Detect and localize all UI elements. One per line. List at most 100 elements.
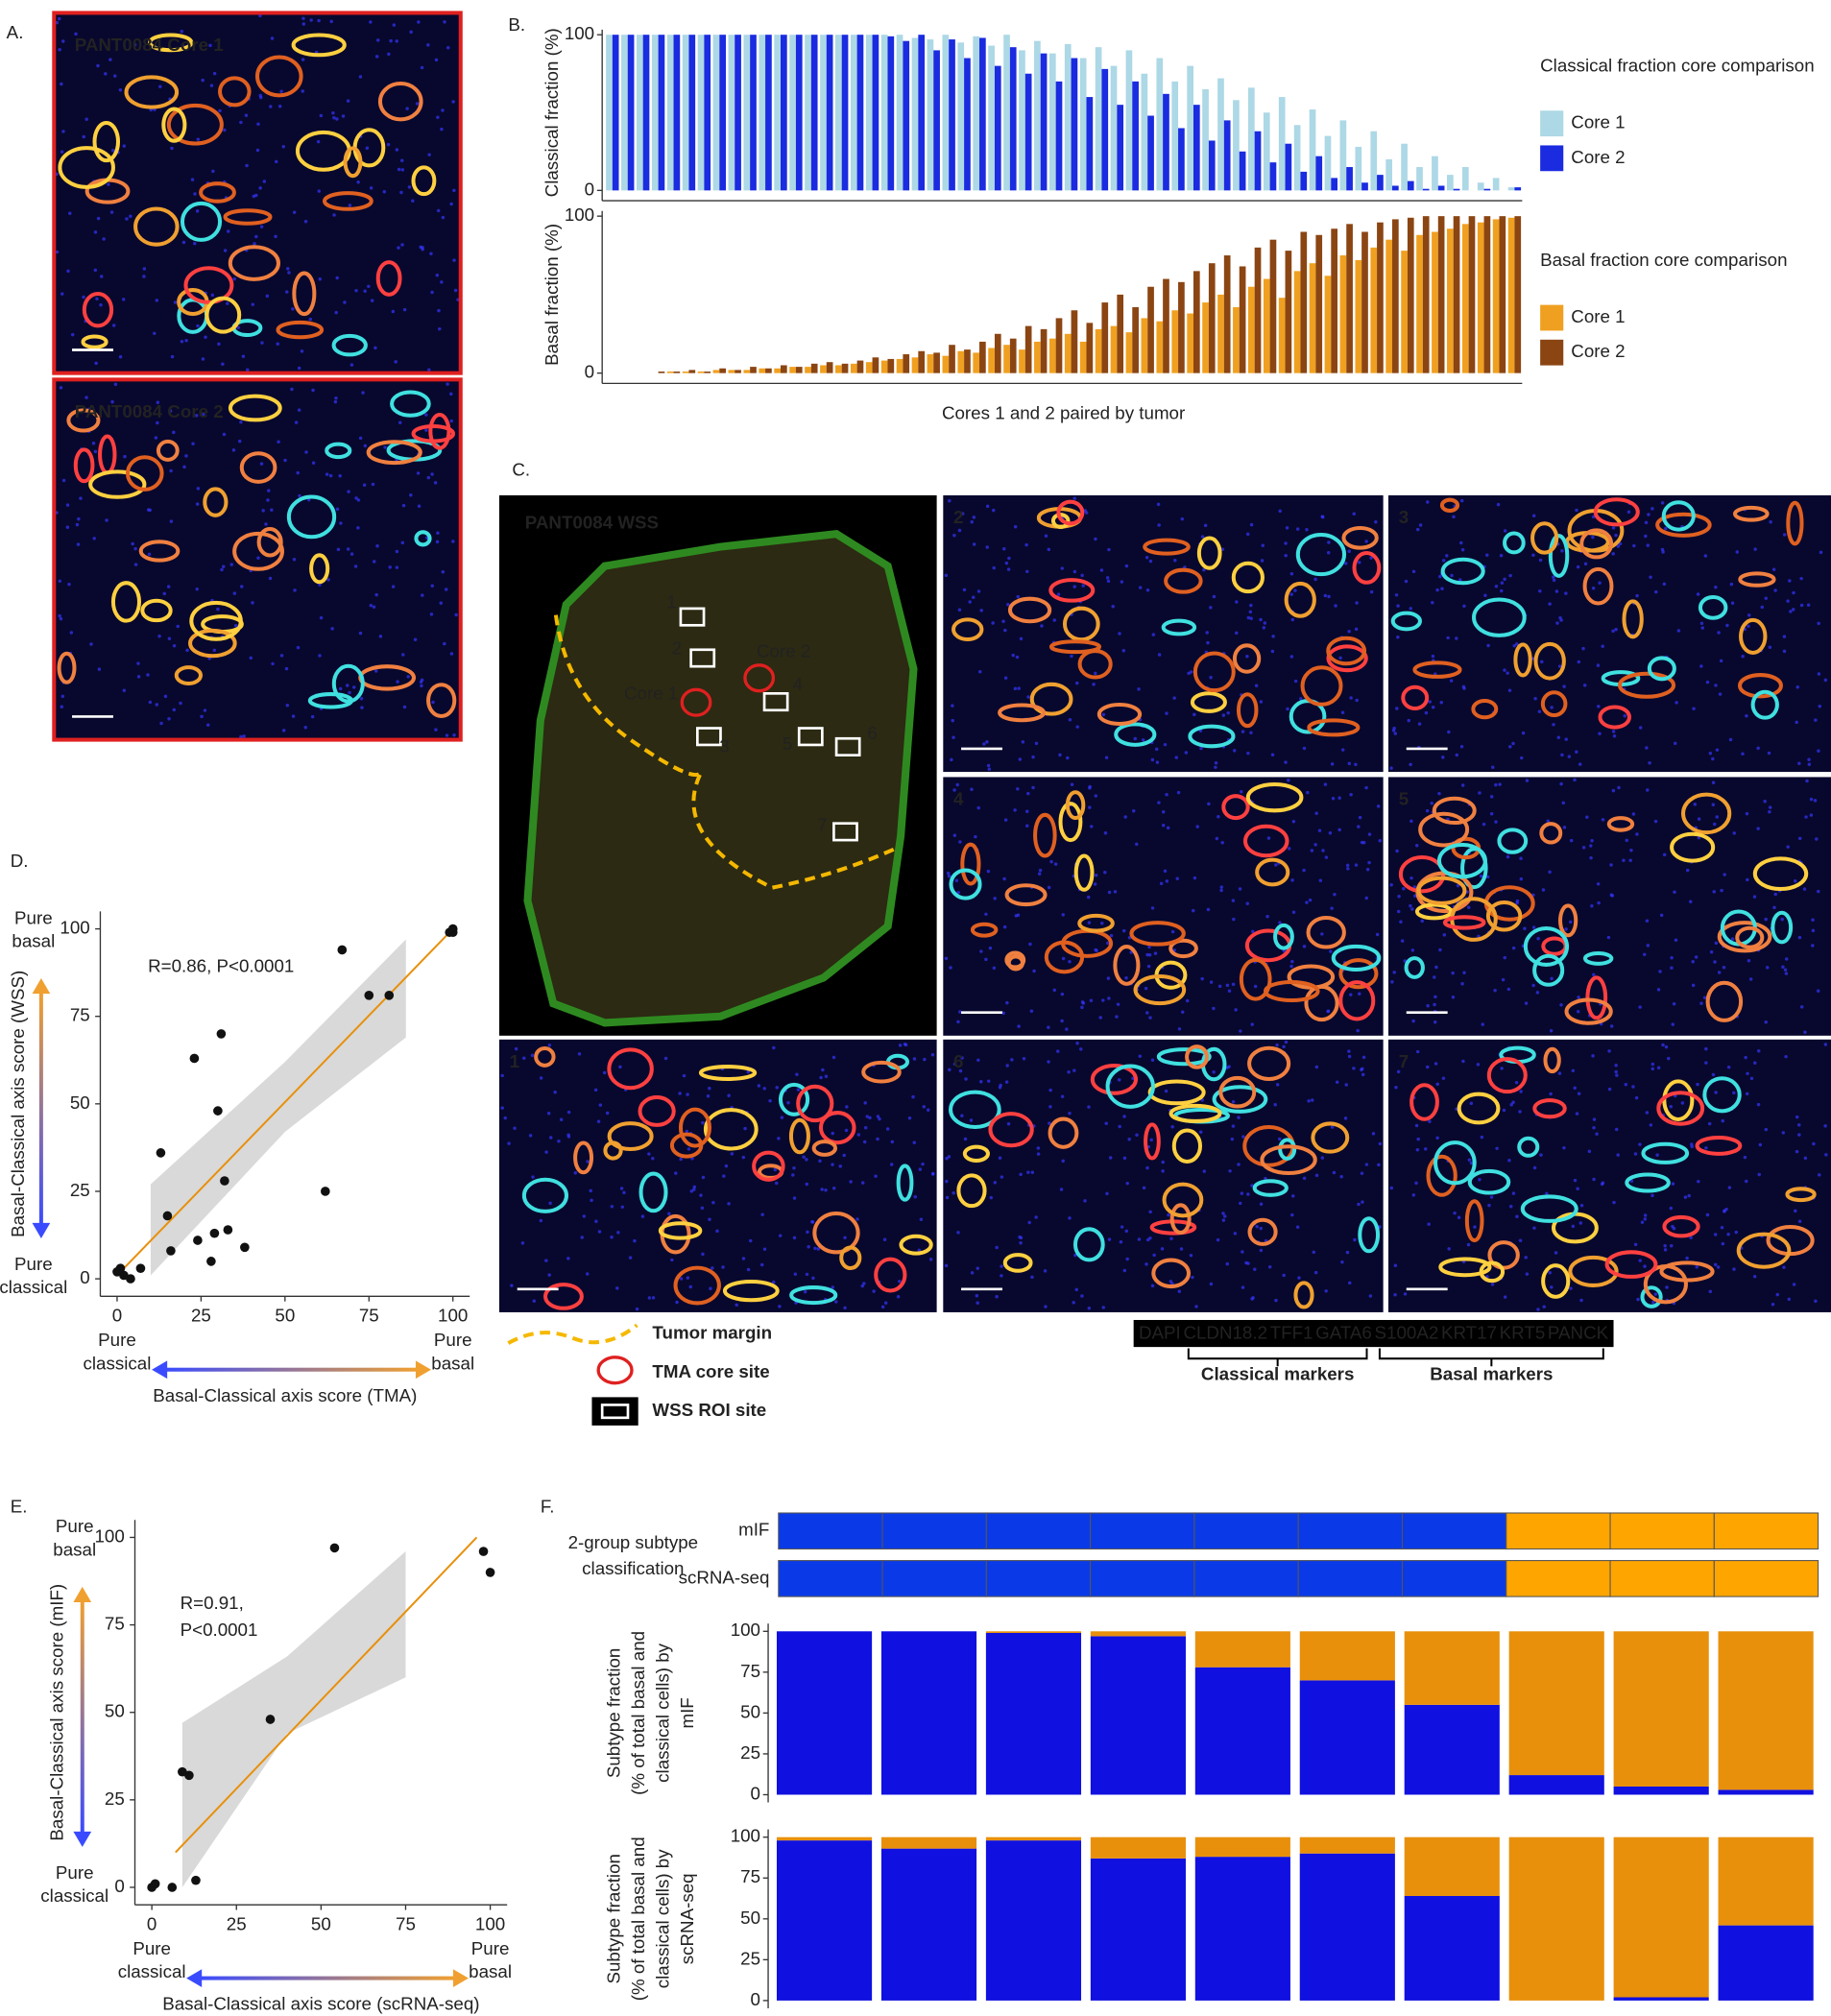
- micrograph: [1387, 777, 1831, 1036]
- nucleus: [1601, 818, 1605, 822]
- gland: [188, 628, 237, 659]
- marker-label: S100A2: [1375, 1323, 1439, 1343]
- gland: [1705, 980, 1744, 1022]
- gland: [133, 206, 180, 247]
- nucleus: [1003, 818, 1008, 822]
- bar: [1293, 125, 1301, 191]
- nucleus: [1669, 1105, 1673, 1109]
- nucleus: [1104, 1121, 1108, 1125]
- y-axis-label: Subtype fraction: [604, 1854, 624, 1984]
- nucleus: [452, 733, 456, 737]
- panel-label: C.: [512, 459, 530, 479]
- nucleus: [68, 211, 72, 215]
- nucleus: [1811, 944, 1815, 948]
- nucleus: [948, 499, 952, 503]
- nucleus: [1459, 540, 1463, 545]
- nucleus: [1200, 535, 1205, 539]
- subtype-cell: [881, 1512, 987, 1550]
- nucleus: [1393, 732, 1398, 735]
- nucleus: [209, 84, 214, 87]
- gland: [1717, 921, 1772, 953]
- gland: [1247, 1045, 1291, 1081]
- stacked-bar: [1299, 1853, 1395, 2001]
- bar: [880, 35, 888, 191]
- point: [220, 1176, 229, 1186]
- annotation: R=0.86, P<0.0001: [148, 956, 294, 976]
- nucleus: [757, 1084, 761, 1088]
- nucleus: [1425, 1065, 1430, 1069]
- nucleus: [1616, 544, 1621, 548]
- nucleus: [1462, 686, 1466, 690]
- x-tick-label: 75: [396, 1914, 416, 1934]
- gland: [1113, 945, 1141, 986]
- nucleus: [513, 1126, 517, 1131]
- nucleus: [1559, 781, 1563, 786]
- x-tick-label: 100: [438, 1306, 468, 1326]
- tumor-margin: [553, 614, 896, 890]
- nucleus: [1157, 801, 1161, 804]
- nucleus: [1792, 1283, 1796, 1286]
- nucleus: [1671, 1182, 1675, 1186]
- nucleus: [963, 1137, 968, 1141]
- nucleus: [113, 74, 117, 78]
- nucleus: [274, 234, 277, 239]
- nucleus: [1460, 783, 1465, 787]
- nucleus: [1245, 532, 1250, 537]
- nucleus: [1083, 1199, 1087, 1203]
- nucleus: [1253, 1267, 1257, 1272]
- nucleus: [706, 1094, 711, 1098]
- gland: [1293, 1281, 1314, 1309]
- nucleus: [539, 1076, 543, 1080]
- bar: [1293, 271, 1301, 373]
- nucleus: [1165, 879, 1169, 883]
- nucleus: [92, 537, 96, 540]
- y-end-label: Pure: [56, 1862, 94, 1883]
- nucleus: [979, 609, 983, 612]
- y-end-label: basal: [12, 930, 55, 950]
- nucleus: [711, 1200, 715, 1205]
- gland: [1695, 1136, 1743, 1156]
- nucleus: [1612, 1200, 1616, 1205]
- nucleus: [1666, 1056, 1671, 1061]
- stacked-bar: [1404, 1631, 1500, 1705]
- gland: [1164, 567, 1203, 594]
- nucleus: [1649, 575, 1652, 579]
- nucleus: [102, 237, 106, 241]
- nucleus: [1491, 765, 1495, 770]
- bar: [1034, 40, 1041, 191]
- nucleus: [1803, 1156, 1808, 1161]
- gland: [203, 487, 229, 517]
- nucleus: [436, 531, 440, 535]
- bar: [1202, 88, 1209, 191]
- nucleus: [1127, 1137, 1131, 1141]
- stacked-bar: [1404, 1895, 1500, 2001]
- nucleus: [1658, 970, 1662, 973]
- nucleus: [675, 1300, 679, 1305]
- nucleus: [640, 1214, 645, 1218]
- nucleus: [1578, 1221, 1583, 1225]
- y-axis-label: Basal-Classical axis score (mIF): [46, 1584, 66, 1841]
- nucleus: [1735, 550, 1740, 554]
- bar: [1095, 328, 1102, 373]
- nucleus: [1629, 1179, 1634, 1183]
- nucleus: [1146, 964, 1151, 969]
- nucleus: [1656, 988, 1661, 992]
- bar: [1377, 222, 1384, 373]
- gland: [861, 1060, 902, 1084]
- nucleus: [1514, 1080, 1519, 1085]
- nucleus: [1374, 520, 1378, 524]
- gland: [411, 165, 437, 197]
- nucleus: [1347, 761, 1352, 766]
- gland: [1050, 513, 1071, 530]
- nucleus: [1623, 714, 1626, 718]
- nucleus: [773, 1167, 778, 1172]
- nucleus: [1073, 1253, 1077, 1258]
- nucleus: [792, 1196, 797, 1200]
- nucleus: [1614, 628, 1618, 632]
- nucleus: [1747, 624, 1750, 629]
- nucleus: [361, 391, 365, 395]
- nucleus: [803, 1289, 807, 1294]
- bar: [1422, 216, 1430, 373]
- x-tick-label: 50: [311, 1914, 331, 1934]
